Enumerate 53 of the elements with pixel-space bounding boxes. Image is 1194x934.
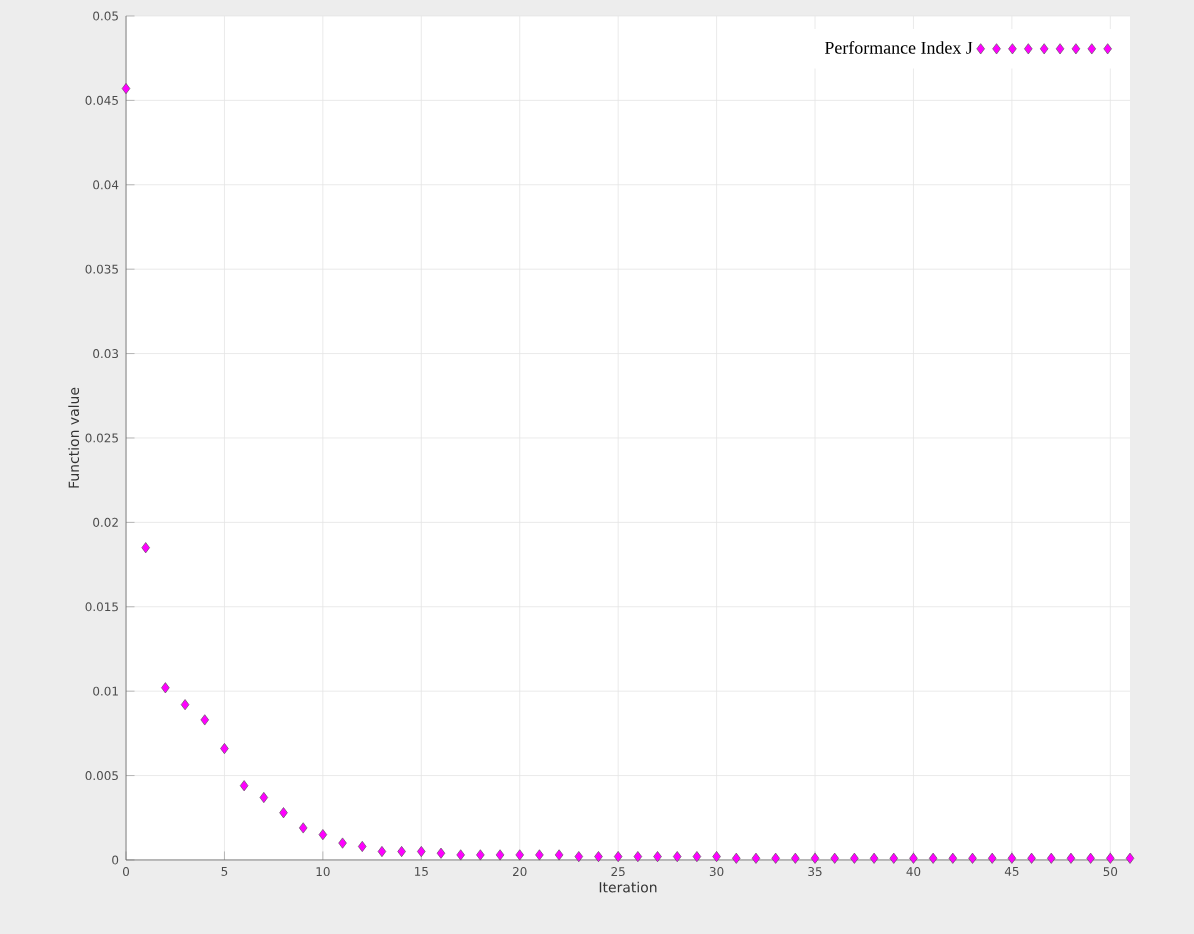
point	[771, 852, 780, 864]
point	[259, 792, 269, 804]
point	[988, 852, 997, 864]
point	[968, 852, 977, 864]
point	[1125, 852, 1135, 864]
point	[515, 849, 524, 861]
point	[554, 849, 564, 861]
point	[948, 852, 958, 864]
point	[456, 849, 465, 861]
point	[417, 846, 426, 858]
point	[673, 851, 682, 863]
point	[180, 699, 190, 711]
point	[810, 852, 820, 864]
point	[220, 743, 229, 755]
point	[1086, 852, 1095, 864]
point	[141, 542, 150, 554]
point	[928, 852, 938, 864]
legend-label: Performance Index J	[824, 41, 973, 54]
point	[633, 851, 643, 863]
point	[279, 807, 288, 819]
point	[712, 851, 721, 863]
point	[613, 851, 623, 863]
point	[1047, 852, 1056, 864]
point	[889, 852, 898, 864]
point	[1066, 852, 1076, 864]
point	[476, 849, 485, 861]
point	[869, 852, 879, 864]
point	[200, 714, 209, 726]
point	[1007, 852, 1017, 864]
point	[653, 851, 662, 863]
point	[436, 847, 446, 859]
point	[850, 852, 859, 864]
point	[318, 829, 328, 841]
point	[495, 849, 505, 861]
point	[338, 837, 347, 849]
point	[732, 852, 741, 864]
point	[751, 852, 761, 864]
point	[121, 83, 131, 95]
point	[358, 840, 367, 852]
point	[830, 852, 839, 864]
point	[692, 851, 702, 863]
point	[161, 682, 170, 694]
point	[298, 822, 308, 834]
point	[909, 852, 918, 864]
point	[535, 849, 544, 861]
point	[377, 846, 387, 858]
point	[791, 852, 800, 864]
point	[239, 780, 249, 792]
point	[397, 846, 406, 858]
point	[1027, 852, 1036, 864]
point	[1106, 852, 1115, 864]
point	[574, 851, 583, 863]
point	[594, 851, 603, 863]
